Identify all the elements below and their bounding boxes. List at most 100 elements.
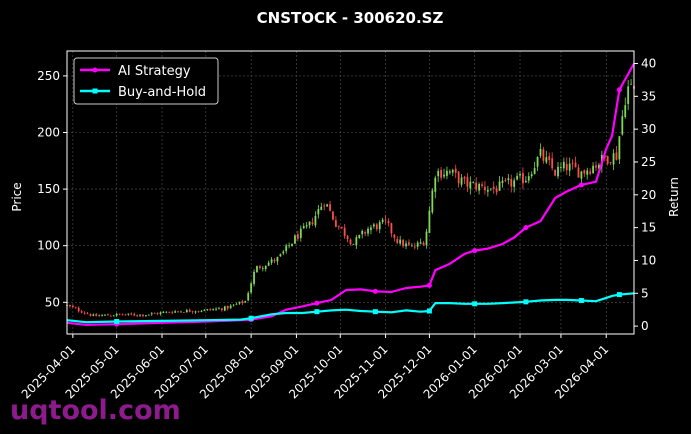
price-candle-body	[107, 314, 109, 316]
price-candle-body	[115, 313, 118, 316]
y-left-tick-label: 250	[37, 69, 60, 83]
price-candle-body	[618, 136, 621, 160]
price-candle-body	[74, 307, 77, 309]
price-candle-body	[501, 180, 504, 183]
price-candle-body	[156, 313, 159, 315]
price-candle-body	[513, 180, 516, 187]
ai-strategy-point	[472, 248, 478, 254]
price-candle-body	[183, 312, 185, 313]
price-candle-body	[232, 304, 235, 306]
watermark: uqtool.com	[10, 395, 181, 426]
price-candle-body	[454, 168, 457, 173]
price-candle-body	[261, 268, 264, 269]
price-candle-body	[288, 245, 291, 247]
buy-and-hold-point	[616, 292, 622, 298]
price-candle-body	[95, 314, 98, 316]
price-candle-body	[378, 222, 381, 230]
price-candle-body	[498, 181, 501, 191]
price-candle-body	[238, 301, 241, 304]
y-axis-label-left: Price	[10, 182, 24, 211]
grid	[67, 51, 634, 334]
price-candle-body	[606, 156, 609, 164]
price-candle-body	[562, 161, 565, 169]
price-candle-body	[440, 169, 443, 178]
y-right-tick-label: 0	[641, 319, 649, 333]
price-candle-body	[69, 304, 71, 307]
y-left-tick-label: 200	[37, 126, 60, 140]
price-candle-body	[223, 306, 226, 311]
ai-strategy-point	[314, 300, 320, 306]
price-candle-body	[580, 171, 583, 179]
price-candle-body	[86, 313, 89, 315]
price-candle-body	[142, 314, 144, 317]
price-candle-body	[267, 262, 270, 266]
price-candle-body	[291, 243, 293, 246]
price-candle-body	[624, 105, 627, 118]
buy-and-hold-point	[372, 309, 378, 315]
price-candle-body	[381, 219, 384, 223]
price-candle-body	[165, 311, 168, 313]
price-candle-body	[235, 303, 238, 305]
y-right-tick-label: 35	[641, 89, 656, 103]
price-candle-body	[121, 314, 124, 316]
price-candle-body	[542, 149, 545, 161]
price-candle-body	[77, 307, 80, 312]
price-candle-body	[375, 224, 378, 230]
price-candle-body	[80, 311, 83, 313]
price-candle-body	[527, 176, 530, 181]
buy-and-hold-point	[578, 298, 584, 304]
price-candle-body	[159, 312, 162, 315]
price-candle-body	[139, 314, 141, 316]
price-candle-body	[475, 182, 478, 190]
buy-and-hold-point	[314, 309, 320, 315]
plot-frame	[66, 50, 635, 335]
price-candle-body	[276, 256, 279, 262]
legend-ai-marker	[92, 67, 98, 73]
price-candle-body	[332, 211, 334, 220]
price-candle-body	[519, 173, 521, 176]
price-candle-body	[83, 312, 86, 314]
price-candle-body	[206, 309, 209, 311]
y-right-tick-label: 40	[641, 56, 656, 70]
series-lines	[66, 62, 635, 327]
price-candle-body	[612, 153, 615, 165]
price-candle-body	[370, 227, 372, 231]
price-candle-body	[419, 242, 422, 244]
price-candle-body	[627, 86, 630, 104]
price-candle-body	[416, 242, 419, 247]
price-candle-body	[343, 227, 346, 236]
price-candle-body	[279, 254, 282, 257]
price-candle-body	[399, 239, 402, 244]
buy-and-hold-point	[114, 319, 120, 325]
price-candle-body	[253, 271, 255, 284]
price-candle-body	[565, 163, 568, 171]
price-candle-body	[168, 311, 171, 313]
price-candle-body	[495, 188, 498, 193]
price-candle-body	[326, 204, 329, 207]
price-candle-body	[317, 209, 320, 215]
price-candle-body	[408, 242, 410, 245]
price-candle-body	[598, 164, 600, 169]
price-candle-body	[510, 178, 513, 187]
price-candle-body	[533, 168, 536, 175]
price-candle-body	[104, 314, 106, 316]
price-candle-body	[218, 308, 220, 310]
price-candle-body	[226, 306, 229, 309]
price-candle-body	[127, 313, 130, 315]
price-candle-body	[112, 315, 115, 317]
price-candle-body	[367, 228, 369, 234]
price-candle-body	[314, 215, 317, 226]
price-candle-body	[191, 311, 194, 313]
price-candle-body	[586, 170, 589, 175]
price-candle-body	[489, 188, 492, 190]
price-candle-body	[197, 311, 200, 313]
y-right-tick-label: 10	[641, 253, 656, 267]
price-candle-body	[571, 162, 574, 164]
price-candle-body	[264, 265, 267, 269]
price-candle-body	[212, 309, 215, 311]
price-candle-body	[478, 184, 480, 191]
price-candle-body	[352, 244, 355, 245]
buy-and-hold-point	[248, 315, 254, 321]
price-candle-body	[592, 165, 594, 173]
price-candle-body	[568, 163, 571, 171]
